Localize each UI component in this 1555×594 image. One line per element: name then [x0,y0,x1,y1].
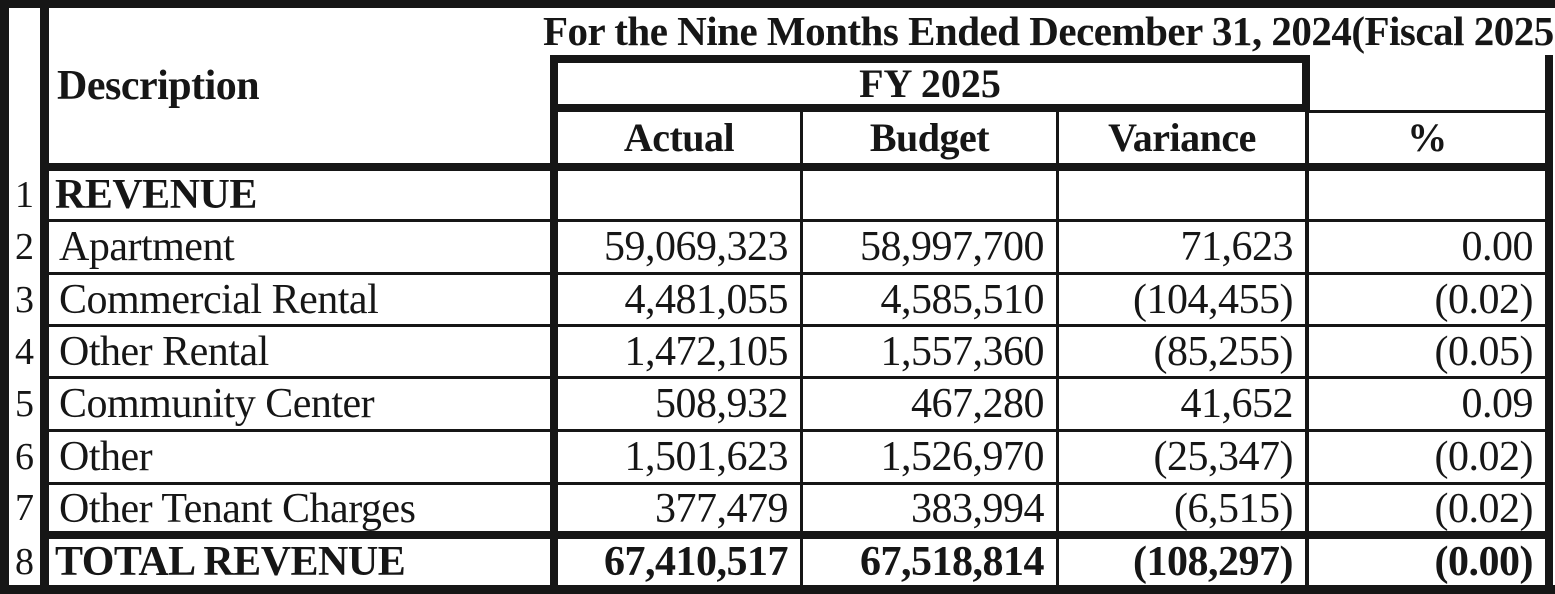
grid-line [49,531,1547,539]
grid-line [0,0,9,594]
grid-line [800,112,803,585]
actual-cell: 508,932 [655,381,789,427]
grid-line [1545,55,1553,594]
actual-cell: 377,479 [655,486,789,531]
actual-cell: 4,481,055 [624,276,789,323]
row-number: 8 [15,541,34,583]
actual-cell: 59,069,323 [604,224,789,270]
variance-cell: (85,255) [1153,328,1294,375]
grid-line [0,585,1555,594]
budget-cell: 1,557,360 [880,328,1045,375]
percent-cell: (0.02) [1434,486,1534,531]
percent-cell: (0.05) [1434,328,1534,375]
actual-cell [558,171,800,219]
desc-cell: Apartment [59,224,235,270]
row-number: 7 [15,487,34,529]
variance-cell: (6,515) [1174,486,1293,531]
desc-cell: Community Center [59,381,375,427]
budget-cell: 4,585,510 [880,276,1045,323]
desc-cell: Other [59,434,153,480]
grid-line [49,376,1547,379]
percent-cell: (0.02) [1434,434,1534,480]
budget-cell: 383,994 [911,486,1045,531]
grid-line [1309,110,1545,113]
desc-cell: Other Tenant Charges [59,486,416,531]
budget-cell: 467,280 [911,381,1045,427]
report-title: For the Nine Months Ended December 31, 2… [543,8,1555,54]
description-column-header: Description [57,62,260,109]
budget-cell: 67,518,814 [860,539,1045,585]
row-number: 2 [15,226,34,268]
grid-line [1056,112,1059,585]
row-number: 4 [15,330,34,373]
grid-line [49,272,1547,275]
variance-cell: (104,455) [1133,276,1293,323]
variance-cell [1059,171,1305,219]
variance-cell: 71,623 [1180,224,1294,270]
desc-cell: Commercial Rental [59,276,379,323]
grid-line [49,429,1547,432]
percent-cell: 0.09 [1461,381,1534,427]
row-number: 6 [15,436,34,478]
column-header-budget: Budget [869,115,990,160]
row-number: 1 [15,174,34,216]
desc-cell: Other Rental [59,328,269,375]
percent-cell: 0.00 [1461,224,1534,270]
grid-line [49,482,1547,485]
actual-cell: 1,472,105 [624,328,789,375]
grid-line [40,8,49,585]
grid-line [49,219,1547,222]
percent-cell [1309,171,1545,219]
column-header-percent: % [1407,115,1447,160]
percent-cell: (0.02) [1434,276,1534,323]
budget-cell: 1,526,970 [880,434,1045,480]
grid-line [0,0,1555,8]
row-number: 5 [15,383,34,425]
row-number: 3 [15,278,34,321]
actual-cell: 1,501,623 [624,434,789,480]
desc-cell: REVENUE [55,172,257,218]
budget-cell [803,171,1056,219]
column-header-variance: Variance [1108,115,1256,160]
grid-line [49,163,1547,171]
fy2025-group-header: FY 2025 [550,55,1310,112]
variance-cell: (25,347) [1153,434,1294,480]
column-header-actual: Actual [623,115,735,160]
grid-line [1305,112,1309,585]
budget-cell: 58,997,700 [860,224,1045,270]
variance-cell: (108,297) [1133,539,1293,585]
variance-cell: 41,652 [1180,381,1294,427]
desc-cell: TOTAL REVENUE [55,539,406,585]
grid-line [550,55,558,585]
actual-cell: 67,410,517 [604,539,789,585]
percent-cell: (0.00) [1434,539,1534,585]
grid-line [49,324,1547,327]
